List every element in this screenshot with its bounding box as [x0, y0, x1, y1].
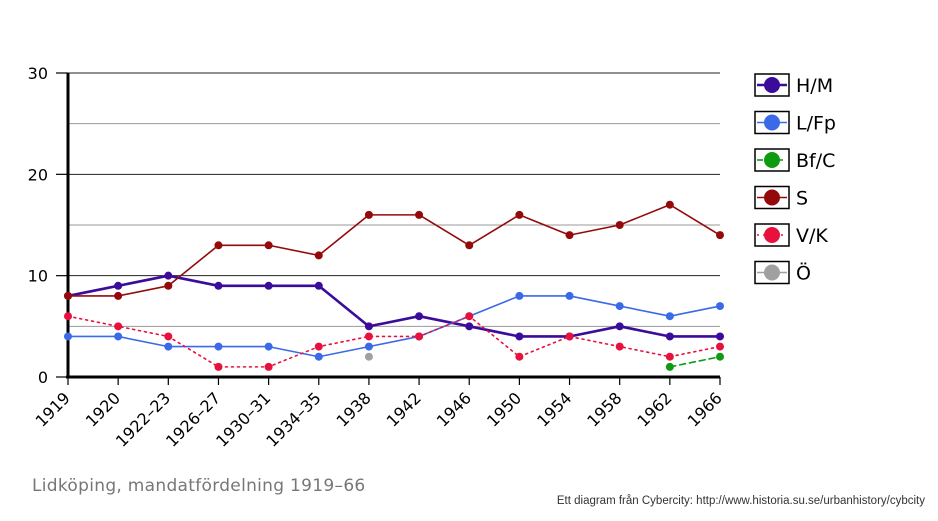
data-point: [716, 342, 724, 351]
data-point: [515, 291, 524, 300]
data-point: [364, 322, 373, 331]
data-point: [214, 362, 223, 371]
series-line: [67, 295, 721, 358]
data-point: [214, 342, 223, 351]
y-tick-label: 20: [28, 165, 48, 184]
data-point: [615, 221, 624, 229]
x-tick-label: 1958: [583, 388, 625, 430]
credit-link[interactable]: Ett diagram från Cybercity: http://www.h…: [556, 495, 925, 507]
data-point: [716, 302, 724, 311]
data-point: [665, 332, 674, 341]
legend: H/M L/Fp Bf/C S V/K Ö: [754, 73, 836, 285]
data-point: [565, 291, 574, 300]
axes: [66, 73, 720, 379]
data-point: [314, 352, 323, 361]
legend-swatch-marker: [764, 227, 780, 243]
legend-swatch-marker: [764, 114, 780, 131]
data-point: [415, 210, 424, 219]
data-point: [565, 332, 574, 341]
y-tick-label: 10: [28, 267, 48, 286]
data-point: [364, 352, 373, 361]
x-tick-label: 1919: [32, 388, 74, 430]
data-point: [465, 241, 474, 250]
series-line: [67, 203, 721, 297]
data-point: [264, 342, 273, 351]
data-point: [615, 342, 624, 351]
data-point: [164, 271, 173, 280]
data-point: [314, 281, 323, 290]
data-point: [164, 281, 173, 290]
data-point: [364, 210, 373, 219]
series-line: [67, 315, 721, 368]
data-point: [114, 322, 123, 331]
data-point: [314, 342, 323, 351]
legend-swatch-marker: [764, 77, 780, 93]
x-tick-label: 1954: [533, 388, 575, 430]
data-point: [364, 332, 373, 341]
legend-label: V/K: [796, 225, 828, 247]
series-points: [64, 200, 724, 371]
data-point: [415, 312, 424, 321]
x-tick-label: 1950: [483, 388, 525, 430]
legend-label: H/M: [796, 75, 833, 97]
data-point: [465, 312, 474, 321]
legend-label: L/Fp: [796, 113, 836, 135]
data-point: [214, 281, 223, 290]
data-point: [114, 281, 123, 290]
data-point: [64, 291, 72, 300]
data-point: [114, 332, 123, 341]
data-point: [665, 362, 674, 371]
x-tick-label: 1946: [433, 388, 475, 430]
data-point: [665, 200, 674, 209]
legend-swatch-marker: [764, 152, 780, 168]
data-point: [515, 352, 524, 361]
y-tick-label: 30: [28, 64, 48, 83]
data-point: [64, 312, 72, 321]
x-tick-label: 1920: [82, 388, 124, 430]
legend-label: Bf/C: [796, 150, 835, 172]
series-line: [66, 274, 722, 338]
legend-label: Ö: [796, 262, 811, 285]
data-point: [665, 352, 674, 361]
data-point: [264, 362, 273, 371]
legend-swatch-marker: [764, 264, 780, 281]
data-point: [515, 210, 524, 219]
y-axis-ticks: 0 10 20 30: [28, 64, 68, 387]
legend-label: S: [796, 188, 808, 210]
x-tick-label: 1966: [684, 388, 726, 430]
series-line: [669, 355, 721, 368]
data-point: [264, 281, 273, 290]
data-point: [164, 332, 173, 341]
data-point: [615, 322, 624, 331]
data-point: [264, 241, 273, 250]
data-point: [716, 332, 724, 341]
data-point: [214, 241, 223, 250]
data-point: [465, 322, 474, 331]
data-point: [314, 251, 323, 260]
x-tick-label: 1938: [333, 388, 375, 430]
data-point: [415, 332, 424, 341]
data-point: [716, 231, 724, 240]
x-tick-label: 1934–35: [262, 388, 324, 450]
data-point: [364, 342, 373, 351]
x-tick-label: 1942: [383, 388, 425, 430]
data-point: [64, 332, 72, 341]
data-point: [665, 312, 674, 321]
x-tick-label: 1962: [633, 388, 675, 430]
y-tick-label: 0: [38, 368, 48, 387]
data-point: [164, 342, 173, 351]
data-point: [114, 291, 123, 300]
grid: [68, 72, 720, 327]
chart-caption: Lidköping, mandatfördelning 1919–66: [32, 476, 366, 496]
data-point: [515, 332, 524, 341]
data-point: [716, 352, 724, 361]
series-lines: [66, 203, 722, 368]
data-point: [565, 231, 574, 240]
data-point: [615, 302, 624, 311]
legend-swatch-marker: [764, 189, 780, 206]
